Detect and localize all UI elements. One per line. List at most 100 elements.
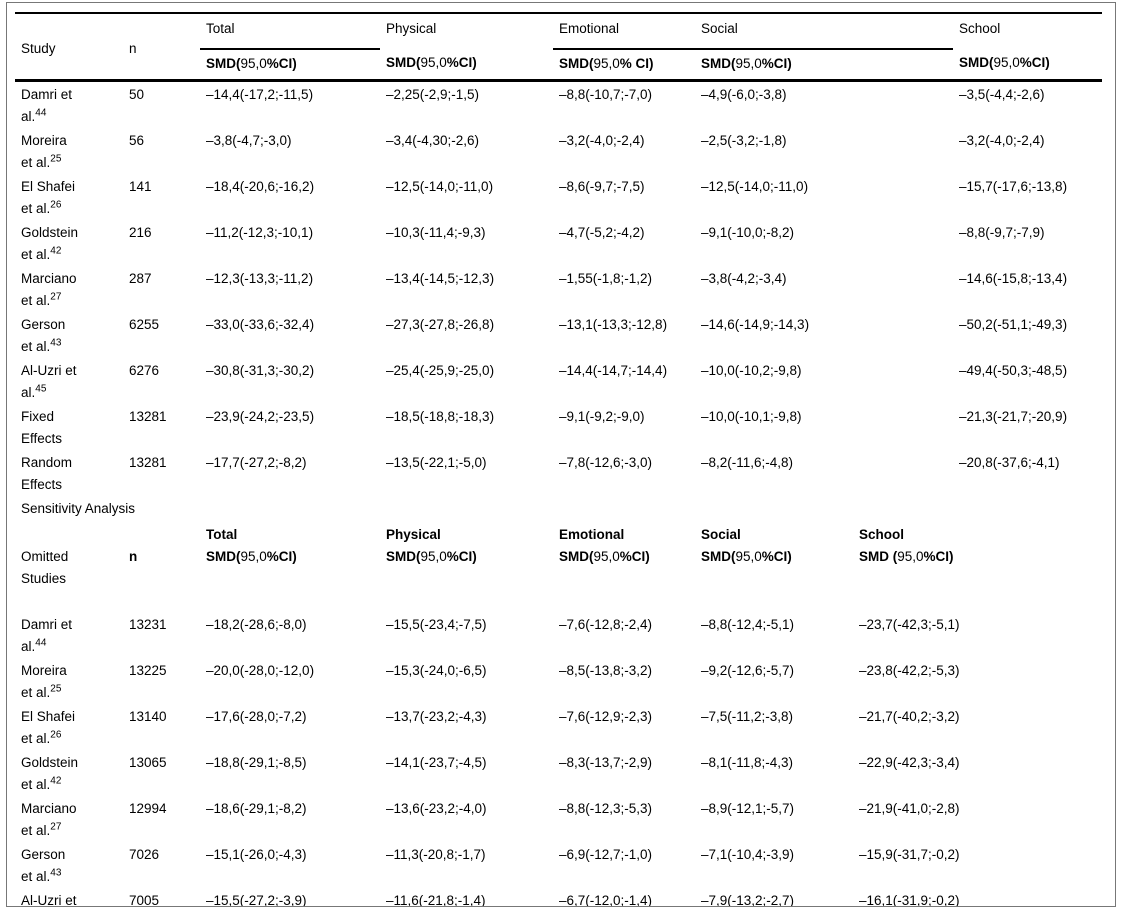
cell-social: –8,2(-11,6;-4,8) bbox=[701, 455, 794, 470]
study-name: al. bbox=[21, 109, 36, 124]
smd-label: SMD( bbox=[559, 549, 594, 564]
cell-total: –18,6(-29,1;-8,2) bbox=[206, 801, 307, 816]
citation-superscript: 44 bbox=[35, 637, 47, 649]
cell-emotional: –13,1(-13,3;-12,8) bbox=[559, 317, 668, 332]
citation-superscript: 27 bbox=[50, 821, 62, 833]
cell-n: 6276 bbox=[129, 363, 160, 378]
study-name: Random bbox=[21, 455, 73, 470]
cell-total: –14,4(-17,2;-11,5) bbox=[206, 87, 314, 102]
table-row: Damri et al.44 13231 –18,2(-28,6;-8,0) –1… bbox=[15, 612, 1102, 658]
study-name: et al. bbox=[21, 247, 51, 262]
smd-label: %CI) bbox=[923, 549, 954, 564]
cell-emotional: –7,8(-12,6;-3,0) bbox=[559, 455, 653, 470]
smd-label: SMD( bbox=[959, 55, 994, 70]
cell-school: –15,7(-17,6;-13,8) bbox=[959, 179, 1068, 194]
cell-physical: –15,3(-24,0;-6,5) bbox=[386, 663, 487, 678]
cell-n: 7026 bbox=[129, 847, 160, 862]
table-row: Al-Uzri et al.45 6276 –30,8(-31,3;-30,2) … bbox=[15, 358, 1102, 404]
cell-school: –23,8(-42,2;-5,3) bbox=[859, 663, 960, 678]
header-row-smd: SMD(95,0%CI) SMD(95,0%CI) SMD(95,0% CI) … bbox=[15, 49, 1102, 82]
study-name: et al. bbox=[21, 293, 51, 308]
citation-superscript: 45 bbox=[35, 383, 47, 395]
study-name: Al-Uzri et bbox=[21, 363, 77, 378]
cell-emotional: –14,4(-14,7;-14,4) bbox=[559, 363, 668, 378]
header-label: Studies bbox=[21, 571, 67, 586]
cell-physical: –13,4(-14,5;-12,3) bbox=[386, 271, 495, 286]
cell-emotional: –1,55(-1,8;-1,2) bbox=[559, 271, 653, 286]
table-row: El Shafei et al.26 141 –18,4(-20,6;-16,2)… bbox=[15, 174, 1102, 220]
table-row: Damri et al.44 50 –14,4(-17,2;-11,5) –2,2… bbox=[15, 81, 1102, 129]
col-header-school: School SMD (95,0%CI) bbox=[853, 522, 1102, 612]
cell-physical: –11,6(-21,8;-1,4) bbox=[386, 893, 486, 907]
header-label: School bbox=[859, 527, 905, 542]
table-row: Moreira et al.25 56 –3,8(-4,7;-3,0) –3,4(… bbox=[15, 128, 1102, 174]
citation-superscript: 25 bbox=[50, 683, 62, 695]
citation-superscript: 26 bbox=[50, 729, 62, 741]
cell-emotional: –8,3(-13,7;-2,9) bbox=[559, 755, 653, 770]
smd-label: 95,0 bbox=[593, 549, 620, 564]
cell-n: 141 bbox=[129, 179, 152, 194]
cell-school: –21,9(-41,0;-2,8) bbox=[859, 801, 960, 816]
cell-study: Al-Uzri et al.45 bbox=[15, 358, 123, 404]
cell-total: –18,2(-28,6;-8,0) bbox=[206, 617, 307, 632]
col-header-emotional: Emotional bbox=[553, 13, 695, 50]
smd-label: 95,0 bbox=[735, 56, 762, 71]
study-name: Effects bbox=[21, 477, 63, 492]
cell-school: –8,8(-9,7;-7,9) bbox=[959, 225, 1045, 240]
study-name: Gerson bbox=[21, 317, 66, 332]
cell-total: –17,6(-28,0;-7,2) bbox=[206, 709, 307, 724]
col-header-total: Total bbox=[200, 13, 380, 50]
cell-emotional: –4,7(-5,2;-4,2) bbox=[559, 225, 645, 240]
citation-superscript: 26 bbox=[50, 199, 62, 211]
col-header-n: n bbox=[123, 13, 200, 82]
study-name: et al. bbox=[21, 823, 51, 838]
cell-physical: –3,4(-4,30;-2,6) bbox=[386, 133, 480, 148]
study-name: et al. bbox=[21, 777, 51, 792]
cell-study: Random Effects bbox=[15, 450, 123, 496]
cell-total: –23,9(-24,2;-23,5) bbox=[206, 409, 315, 424]
cell-study: Goldstein et al.42 bbox=[15, 750, 123, 796]
cell-study: El Shafei et al.26 bbox=[15, 174, 123, 220]
cell-school: –20,8(-37,6;-4,1) bbox=[959, 455, 1060, 470]
cell-physical: –15,5(-23,4;-7,5) bbox=[386, 617, 487, 632]
study-name: Moreira bbox=[21, 133, 67, 148]
cell-emotional: –7,6(-12,9;-2,3) bbox=[559, 709, 653, 724]
smd-results-table: Study n Total Physical Emotional Social … bbox=[15, 12, 1102, 907]
smd-label: SMD( bbox=[701, 56, 736, 71]
cell-school: –21,7(-40,2;-3,2) bbox=[859, 709, 960, 724]
smd-header-total: SMD(95,0%CI) bbox=[200, 49, 380, 82]
cell-school: –21,3(-21,7;-20,9) bbox=[959, 409, 1068, 424]
smd-label: 95,0 bbox=[735, 549, 762, 564]
cell-total: –11,2(-12,3;-10,1) bbox=[206, 225, 314, 240]
sensitivity-analysis-label: Sensitivity Analysis bbox=[21, 501, 136, 516]
study-name: El Shafei bbox=[21, 179, 76, 194]
col-header-study: Study bbox=[15, 13, 123, 82]
study-name: et al. bbox=[21, 869, 51, 884]
study-name: Damri et bbox=[21, 617, 73, 632]
cell-school: –22,9(-42,3;-3,4) bbox=[859, 755, 960, 770]
cell-study: Marciano et al.27 bbox=[15, 266, 123, 312]
study-name: al. bbox=[21, 639, 36, 654]
smd-label: SMD( bbox=[206, 549, 241, 564]
cell-n: 12994 bbox=[129, 801, 167, 816]
smd-label: 95,0 bbox=[240, 549, 267, 564]
cell-physical: –13,7(-23,2;-4,3) bbox=[386, 709, 487, 724]
cell-study: Gerson et al.43 bbox=[15, 312, 123, 358]
cell-total: –12,3(-13,3;-11,2) bbox=[206, 271, 314, 286]
cell-social: –10,0(-10,2;-9,8) bbox=[701, 363, 802, 378]
cell-emotional: –9,1(-9,2;-9,0) bbox=[559, 409, 645, 424]
cell-n: 13140 bbox=[129, 709, 167, 724]
cell-n: 13281 bbox=[129, 409, 167, 424]
cell-study: Damri et al.44 bbox=[15, 81, 123, 129]
cell-emotional: –7,6(-12,8;-2,4) bbox=[559, 617, 653, 632]
study-name: Fixed bbox=[21, 409, 55, 424]
smd-label: %CI) bbox=[446, 55, 477, 70]
study-name: Al-Uzri et bbox=[21, 893, 77, 907]
smd-label: SMD( bbox=[701, 549, 736, 564]
cell-emotional: –8,8(-12,3;-5,3) bbox=[559, 801, 653, 816]
cell-study: Gerson et al.43 bbox=[15, 842, 123, 888]
cell-study: Marciano et al.27 bbox=[15, 796, 123, 842]
smd-header-school: SMD(95,0%CI) bbox=[953, 49, 1102, 82]
cell-emotional: –8,8(-10,7;-7,0) bbox=[559, 87, 653, 102]
smd-label: 95,0 bbox=[593, 56, 620, 71]
